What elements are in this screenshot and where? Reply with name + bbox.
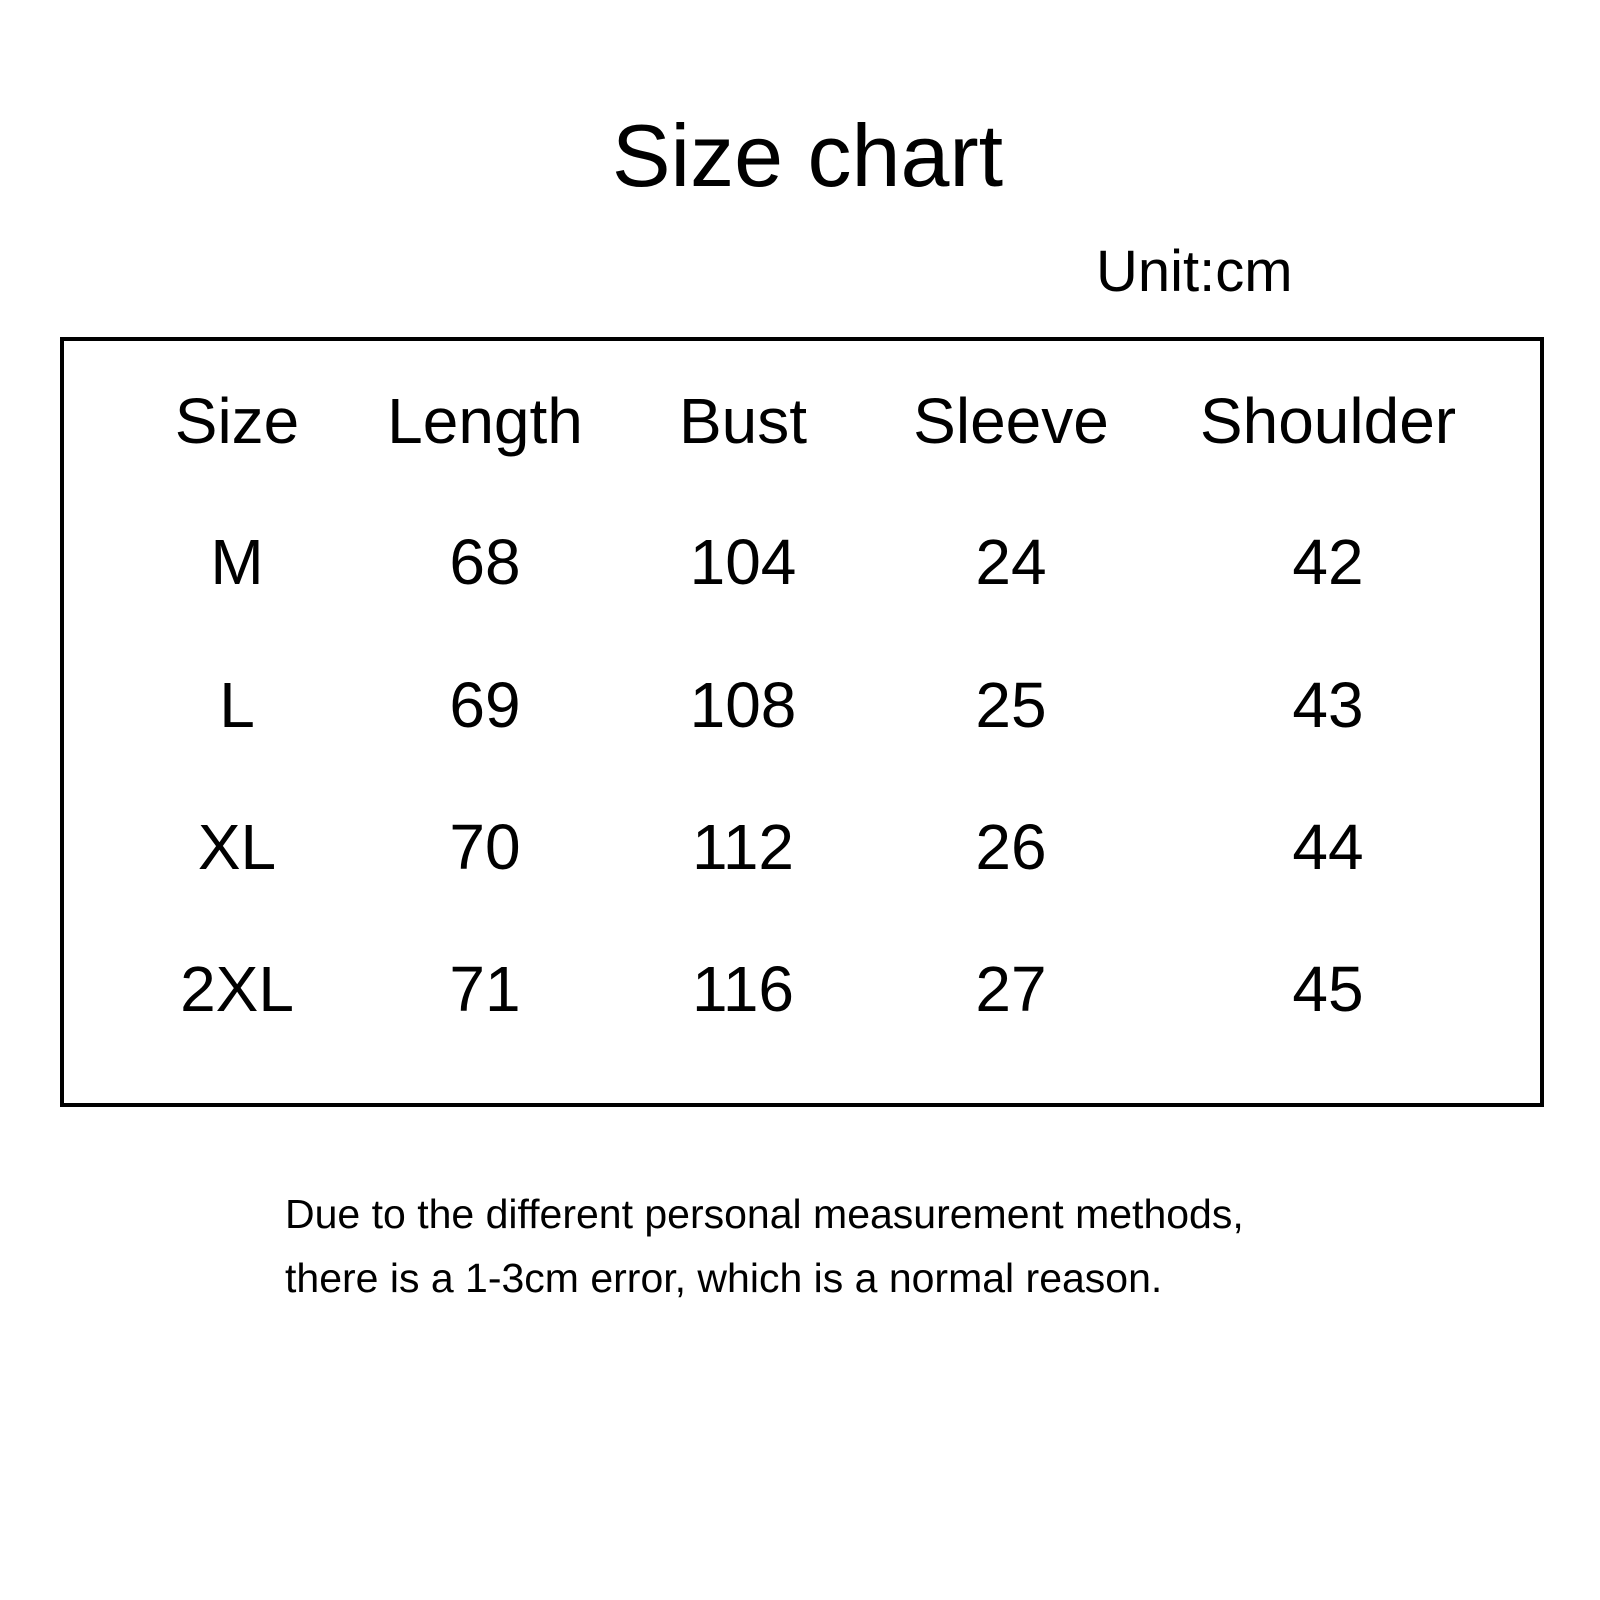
size-cell: M [210,526,264,598]
measurement-cell: 25 [975,669,1047,741]
column-header: Sleeve [913,385,1109,457]
measurement-cell: 112 [691,811,795,883]
measurement-cell: 116 [691,953,795,1025]
column-header: Shoulder [1199,385,1457,457]
size-cell: XL [197,811,277,883]
measurement-cell: 104 [689,526,797,598]
measurement-cell: 44 [1292,811,1364,883]
measurement-cell: 24 [975,526,1047,598]
measurement-cell: 70 [449,811,521,883]
measurement-cell: 26 [975,811,1047,883]
measurement-cell: 68 [449,526,521,598]
measurement-cell: 45 [1292,953,1364,1025]
measurement-cell: 27 [975,953,1047,1025]
note-line-1: Due to the different personal measuremen… [285,1191,1244,1237]
measurement-cell: 42 [1292,526,1364,598]
measurement-cell: 43 [1292,669,1364,741]
note-line-2: there is a 1-3cm error, which is a norma… [285,1255,1163,1301]
column-header: Length [387,385,583,457]
size-cell: 2XL [180,953,294,1025]
size-cell: L [219,669,255,741]
unit-label: Unit:cm [1096,239,1293,304]
measurement-cell: 108 [689,669,797,741]
column-header: Size [174,385,300,457]
size-table-border [60,337,1544,1107]
measurement-cell: 69 [449,669,521,741]
measurement-cell: 71 [449,953,521,1025]
column-header: Bust [678,385,808,457]
page-title: Size chart [611,106,1004,205]
